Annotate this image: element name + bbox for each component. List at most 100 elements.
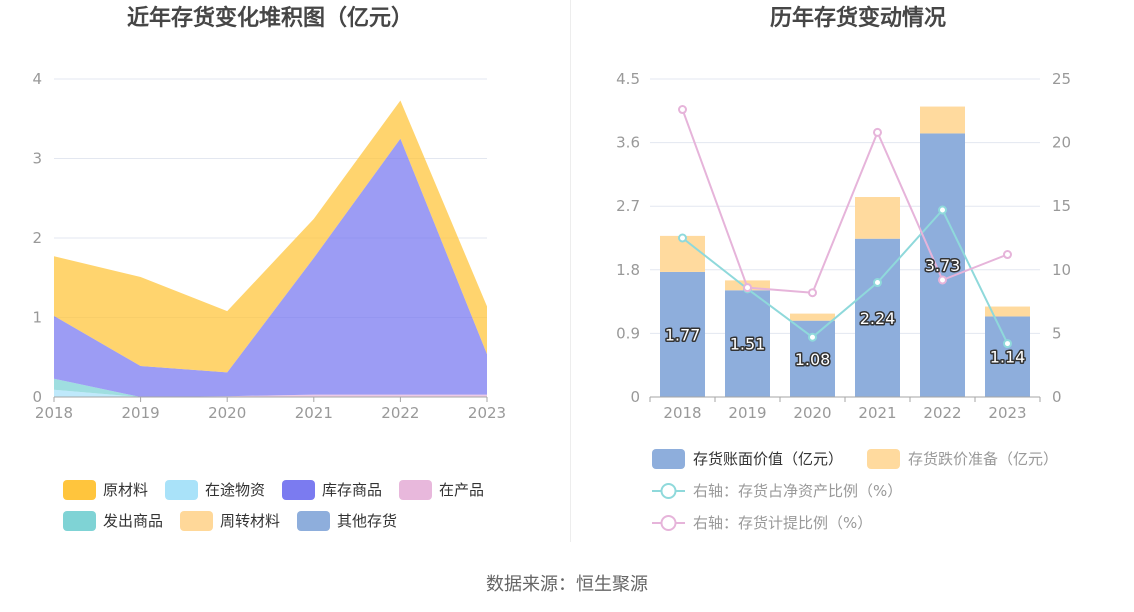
- legend-swatch-marker: [660, 515, 677, 531]
- bar-book-value: [725, 290, 770, 397]
- legend-item-impairment-provision: 存货跌价准备（亿元）: [867, 449, 1058, 469]
- legend-line-swatch: [652, 483, 685, 499]
- legend-label: 存货账面价值（亿元）: [693, 450, 844, 468]
- x-axis-tick-label: 2021: [295, 404, 333, 422]
- point-net-asset-ratio: [678, 233, 687, 243]
- legend-row: 右轴：存货计提比例（%）: [652, 513, 1122, 533]
- x-axis-tick-label: 2023: [988, 404, 1026, 422]
- line-provision-ratio: [681, 109, 1008, 294]
- point-provision-ratio: [938, 275, 947, 285]
- legend-swatch: [867, 449, 901, 469]
- legend-swatch: [165, 480, 199, 500]
- x-axis-tick-label: 2022: [381, 404, 419, 422]
- legend-item-raw-materials: 原材料: [63, 480, 148, 500]
- right-plot-area: 0 0.9 1.8 2.7 3.6 4.5 0 5 10 15 20 25 2018 2019 2020 20…: [616, 70, 1071, 422]
- left-legend: 原材料 在途物资 库存商品 在产品发出商品 周转材料 其他存货: [63, 480, 493, 531]
- x-axis-tick-label: 2022: [923, 404, 961, 422]
- legend-label: 发出商品: [103, 512, 164, 530]
- left-y-axis-tick-label: 1.8: [616, 261, 640, 279]
- legend-swatch: [180, 511, 214, 531]
- legend-label: 在产品: [439, 481, 485, 499]
- point-net-asset-ratio: [938, 205, 947, 215]
- point-provision-ratio: [873, 127, 882, 137]
- x-axis-tick-label: 2019: [122, 404, 160, 422]
- right-y-axis-tick-label: 0: [1052, 388, 1062, 406]
- area-goods-in-transit: [54, 389, 487, 397]
- legend-item-work-in-progress: 在产品: [399, 480, 484, 500]
- y-axis-tick-label: 4: [32, 70, 42, 88]
- legend-label: 在途物资: [205, 481, 266, 499]
- legend-row: 存货账面价值（亿元） 存货跌价准备（亿元）: [652, 449, 1122, 469]
- legend-row: 右轴：存货占净资产比例（%）: [652, 481, 1122, 501]
- bar-book-value: [920, 133, 965, 397]
- point-net-asset-ratio: [1003, 339, 1012, 349]
- right-y-axis-tick-label: 25: [1052, 70, 1071, 88]
- right-y-axis-tick-label: 10: [1052, 261, 1071, 279]
- right-y-axis-tick-label: 15: [1052, 197, 1071, 215]
- point-net-asset-ratio: [808, 332, 817, 342]
- x-axis-tick-label: 2023: [468, 404, 506, 422]
- legend-swatch: [399, 480, 433, 500]
- legend-swatch-marker: [660, 483, 677, 499]
- left-y-axis-tick-label: 0.9: [616, 324, 640, 342]
- area-raw-materials: [54, 100, 487, 373]
- right-chart-title: 历年存货变动情况: [769, 6, 946, 31]
- left-y-axis-tick-label: 0: [630, 388, 640, 406]
- legend-swatch: [63, 480, 96, 500]
- bar-value-label: 1.08: [795, 350, 831, 369]
- area-finished-goods: [54, 138, 487, 397]
- legend-label: 周转材料: [220, 512, 281, 530]
- legend-label: 右轴：存货占净资产比例（%）: [693, 482, 903, 500]
- right-legend: 存货账面价值（亿元） 存货跌价准备（亿元） 右轴：存货占净资产比例（%） 右轴：存货计…: [652, 449, 1122, 545]
- bar-book-value: [985, 316, 1030, 397]
- left-chart-title: 近年存货变化堆积图（亿元）: [126, 6, 413, 31]
- x-axis-tick-label: 2018: [663, 404, 701, 422]
- point-provision-ratio: [808, 288, 817, 298]
- legend-item-other-inventory: 其他存货: [297, 511, 397, 531]
- y-axis-tick-label: 0: [32, 388, 42, 406]
- legend-item-turnover-materials: 周转材料: [180, 511, 280, 531]
- point-provision-ratio: [678, 105, 687, 115]
- line-net-asset-ratio: [681, 209, 1009, 345]
- legend-item-goods-shipped: 发出商品: [63, 511, 163, 531]
- x-axis-tick-label: 2018: [35, 404, 73, 422]
- point-net-asset-ratio: [873, 278, 882, 288]
- data-source-note: 数据来源：恒生聚源: [486, 574, 648, 595]
- bar-value-label: 1.14: [990, 348, 1026, 367]
- bar-value-label: 2.24: [860, 309, 896, 328]
- x-axis-tick-label: 2020: [793, 404, 831, 422]
- x-axis-tick-label: 2019: [728, 404, 766, 422]
- left-y-axis-tick-label: 4.5: [616, 70, 640, 88]
- legend-item-goods-in-transit: 在途物资: [165, 480, 265, 500]
- legend-swatch: [282, 480, 316, 500]
- bar-book-value: [660, 271, 705, 397]
- right-y-axis-tick-label: 20: [1052, 134, 1071, 152]
- bar-value-label: 3.73: [925, 256, 961, 275]
- legend-label: 右轴：存货计提比例（%）: [693, 514, 873, 532]
- legend-label: 库存商品: [322, 481, 383, 499]
- legend-item-net-asset-ratio: 右轴：存货占净资产比例（%）: [652, 481, 902, 501]
- y-axis-tick-label: 2: [32, 229, 42, 247]
- bar-impairment-provision: [985, 306, 1030, 317]
- area-work-in-progress: [54, 378, 487, 397]
- legend-label: 存货跌价准备（亿元）: [908, 450, 1059, 468]
- legend-swatch: [652, 449, 685, 469]
- bar-value-label: 1.51: [730, 335, 766, 354]
- point-provision-ratio: [1003, 250, 1012, 260]
- bar-impairment-provision: [855, 197, 900, 239]
- left-plot-area: 0 1 2 3 4 2018 2019 2020 2021 2022 2023: [32, 70, 506, 422]
- x-axis-tick-label: 2020: [208, 404, 246, 422]
- bar-impairment-provision: [920, 106, 965, 134]
- left-y-axis-tick-label: 3.6: [616, 134, 640, 152]
- chart-divider: [570, 0, 571, 542]
- legend-swatch: [63, 511, 96, 531]
- legend-item-finished-goods: 库存商品: [282, 480, 382, 500]
- legend-item-provision-ratio: 右轴：存货计提比例（%）: [652, 513, 872, 533]
- legend-label: 原材料: [103, 481, 149, 499]
- bar-impairment-provision: [790, 313, 835, 321]
- legend-label: 其他存货: [337, 512, 398, 530]
- legend-item-book-value: 存货账面价值（亿元）: [652, 449, 843, 469]
- legend-line-swatch: [652, 515, 685, 531]
- bar-value-label: 1.77: [665, 325, 701, 344]
